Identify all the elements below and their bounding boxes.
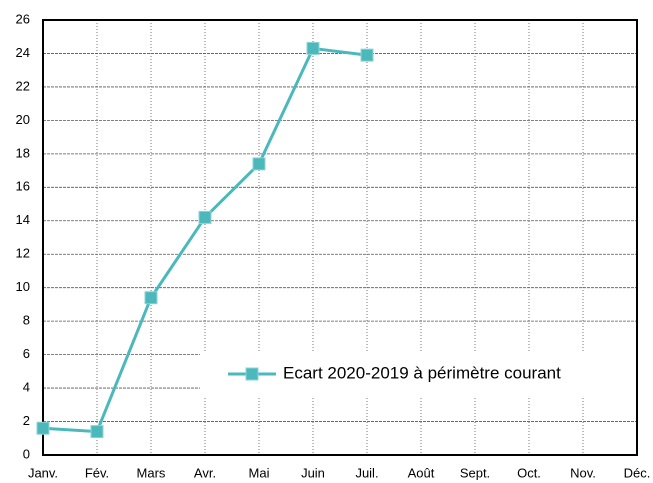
y-tick-label: 16 [16, 179, 30, 194]
y-tick-label: 0 [23, 446, 30, 461]
x-tick-label: Mai [249, 465, 270, 480]
legend-marker [245, 367, 259, 381]
y-tick-label: 8 [23, 313, 30, 328]
y-tick-label: 26 [16, 11, 30, 26]
y-tick-label: 10 [16, 279, 30, 294]
x-tick-label: Fév. [85, 465, 109, 480]
y-tick-label: 22 [16, 78, 30, 93]
legend-label: Ecart 2020-2019 à périmètre courant [283, 363, 561, 382]
plot-frame [42, 19, 638, 456]
y-tick-label: 6 [23, 346, 30, 361]
point-marker [36, 421, 50, 435]
x-tick-label: Sept. [460, 465, 490, 480]
y-tick-label: 20 [16, 112, 30, 127]
point-marker [198, 210, 212, 224]
x-tick-label: Janv. [28, 465, 58, 480]
x-tick-label: Nov. [570, 465, 596, 480]
x-tick-label: Avr. [194, 465, 216, 480]
point-marker [360, 48, 374, 62]
x-tick-label: Oct. [517, 465, 541, 480]
x-tick-label: Juil. [355, 465, 378, 480]
x-tick-label: Mars [137, 465, 166, 480]
point-marker [306, 41, 320, 55]
y-tick-label: 12 [16, 246, 30, 261]
x-tick-label: Juin [301, 465, 325, 480]
x-tick-label: Déc. [624, 465, 651, 480]
point-marker [90, 425, 104, 439]
y-tick-label: 4 [23, 380, 30, 395]
y-tick-label: 2 [23, 413, 30, 428]
y-tick-label: 18 [16, 145, 30, 160]
y-tick-label: 24 [16, 45, 30, 60]
point-marker [252, 157, 266, 171]
y-tick-label: 14 [16, 212, 30, 227]
x-tick-label: Août [408, 465, 435, 480]
point-marker [144, 291, 158, 305]
